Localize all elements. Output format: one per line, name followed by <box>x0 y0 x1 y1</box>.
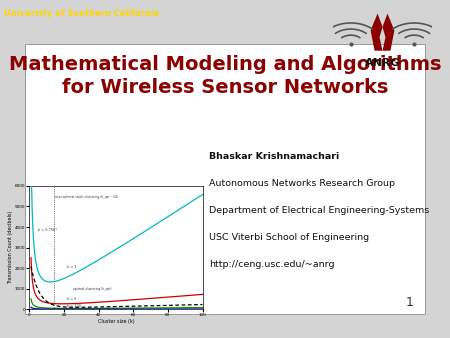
Text: http://ceng.usc.edu/~anrg: http://ceng.usc.edu/~anrg <box>209 260 334 269</box>
Polygon shape <box>371 14 382 51</box>
Text: USC Viterbi School of Engineering: USC Viterbi School of Engineering <box>209 233 369 242</box>
Text: Bhaskar Krishnamachari: Bhaskar Krishnamachari <box>209 152 339 161</box>
Polygon shape <box>382 14 394 51</box>
Text: optimal clustering (k_opt): optimal clustering (k_opt) <box>72 287 111 291</box>
Text: ANRG: ANRG <box>365 57 400 68</box>
Text: near-optimal static clustering (k_opt ~14): near-optimal static clustering (k_opt ~1… <box>55 195 118 199</box>
Text: k = 0.75k*: k = 0.75k* <box>38 228 57 232</box>
Text: Mathematical Modeling and Algorithms
for Wireless Sensor Networks: Mathematical Modeling and Algorithms for… <box>9 55 441 97</box>
FancyBboxPatch shape <box>25 44 425 314</box>
Text: Autonomous Networks Research Group: Autonomous Networks Research Group <box>209 179 395 188</box>
Text: k = 100: k = 100 <box>68 304 81 308</box>
Text: k = 1: k = 1 <box>68 265 77 269</box>
Y-axis label: Transmission Count (decibels): Transmission Count (decibels) <box>8 211 13 284</box>
Text: k = 5: k = 5 <box>68 297 77 301</box>
Text: 1: 1 <box>405 296 413 309</box>
Text: University of Southern California: University of Southern California <box>4 9 159 18</box>
Text: Department of Electrical Engineering-Systems: Department of Electrical Engineering-Sys… <box>209 206 429 215</box>
X-axis label: Cluster size (k): Cluster size (k) <box>98 319 134 324</box>
